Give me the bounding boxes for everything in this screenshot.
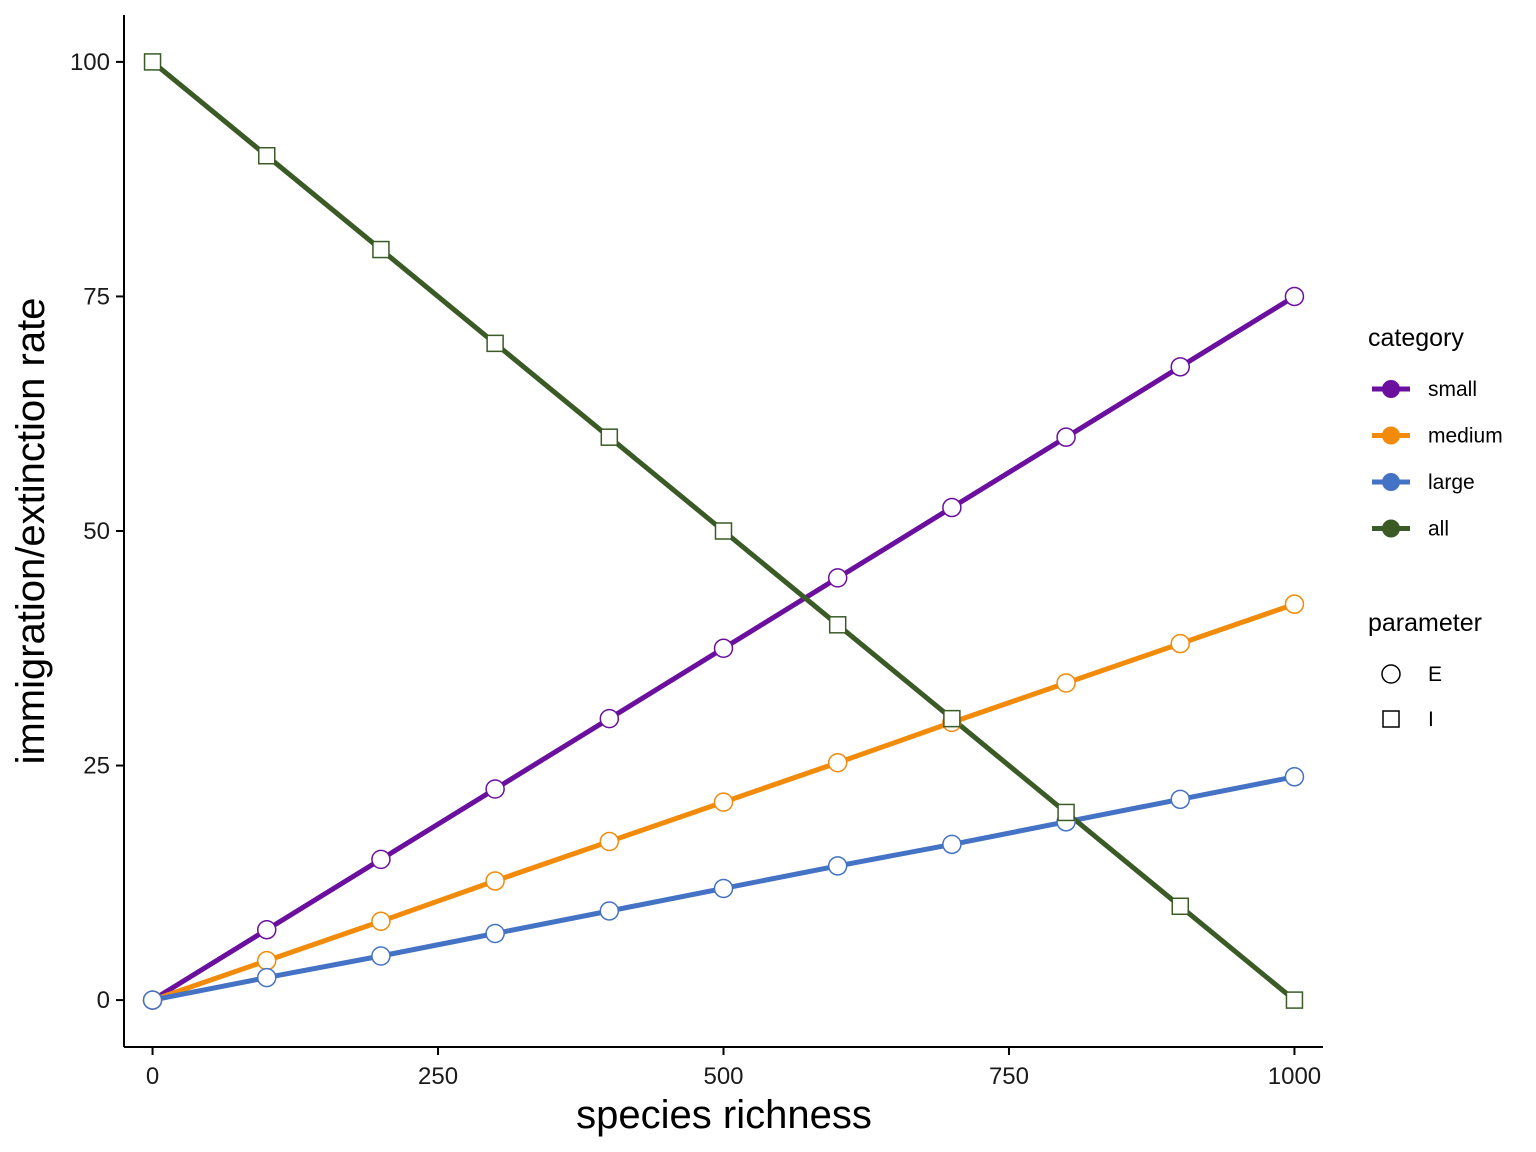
point-medium bbox=[371, 911, 391, 932]
point-large bbox=[142, 990, 163, 1010]
point-large bbox=[1170, 789, 1191, 810]
legend-item-all: all bbox=[1372, 518, 1449, 541]
point-all bbox=[828, 616, 847, 634]
point-medium bbox=[1170, 633, 1191, 654]
legend-label: small bbox=[1428, 378, 1477, 401]
legend-swatch-point bbox=[1382, 426, 1400, 445]
y-tick-label: 75 bbox=[83, 283, 110, 310]
legend-item-large: large bbox=[1372, 471, 1475, 494]
legend-item-medium: medium bbox=[1372, 425, 1503, 448]
point-large bbox=[256, 967, 277, 988]
point-medium bbox=[1284, 594, 1305, 614]
point-large bbox=[713, 878, 734, 899]
x-tick-label: 750 bbox=[989, 1063, 1029, 1090]
legend-swatch-point bbox=[1382, 473, 1400, 491]
legend-parameter-items: EI bbox=[1381, 663, 1442, 731]
point-all bbox=[1171, 897, 1190, 916]
point-large bbox=[599, 901, 620, 921]
legend: category small medium large all parameter E… bbox=[1368, 324, 1503, 731]
x-tick-label: 0 bbox=[146, 1063, 159, 1090]
series-points bbox=[142, 53, 1305, 1010]
legend-label: large bbox=[1428, 471, 1475, 494]
point-small bbox=[371, 849, 391, 870]
legend-label: E bbox=[1428, 663, 1442, 686]
point-large bbox=[942, 834, 962, 855]
x-tick-label: 1000 bbox=[1268, 1063, 1321, 1090]
point-all bbox=[143, 53, 162, 71]
point-all bbox=[257, 146, 276, 165]
legend-parameter-title: parameter bbox=[1368, 609, 1482, 637]
x-tick-label: 500 bbox=[703, 1063, 743, 1090]
legend-label: medium bbox=[1428, 425, 1503, 448]
point-all bbox=[372, 240, 390, 259]
point-small bbox=[256, 919, 277, 940]
point-all bbox=[1057, 803, 1075, 822]
legend-swatch-point bbox=[1382, 519, 1400, 538]
point-medium bbox=[1056, 673, 1076, 693]
legend-item-E: E bbox=[1381, 663, 1442, 686]
x-axis-title: species richness bbox=[576, 1093, 872, 1137]
point-small bbox=[942, 497, 962, 518]
point-medium bbox=[485, 871, 505, 891]
point-medium bbox=[599, 831, 620, 852]
point-small bbox=[485, 779, 505, 799]
point-all bbox=[600, 428, 619, 446]
legend-item-small: small bbox=[1372, 378, 1477, 401]
legend-square-symbol bbox=[1382, 710, 1400, 728]
point-large bbox=[1284, 767, 1305, 787]
legend-category-title: category bbox=[1368, 324, 1464, 352]
plot-area bbox=[142, 53, 1305, 1010]
point-small bbox=[599, 708, 620, 729]
point-small bbox=[713, 638, 734, 659]
y-tick-label: 100 bbox=[70, 49, 110, 76]
y-axis-title: immigration/extinction rate bbox=[9, 298, 53, 765]
legend-label: I bbox=[1428, 708, 1434, 731]
point-small bbox=[1056, 427, 1076, 447]
y-tick-label: 0 bbox=[97, 987, 110, 1014]
y-axis-ticks: 0 25 50 75 100 bbox=[70, 49, 124, 1014]
point-small bbox=[1284, 286, 1305, 307]
x-axis-ticks: 0 250 500 750 1000 bbox=[146, 1047, 1321, 1090]
legend-swatch-point bbox=[1382, 380, 1400, 398]
legend-label: all bbox=[1428, 518, 1449, 541]
point-all bbox=[486, 334, 504, 353]
point-small bbox=[827, 568, 848, 588]
point-all bbox=[943, 709, 961, 728]
point-all bbox=[714, 522, 733, 540]
y-tick-label: 25 bbox=[83, 753, 110, 780]
point-all bbox=[1285, 991, 1304, 1009]
point-large bbox=[827, 856, 848, 876]
x-tick-label: 250 bbox=[418, 1063, 458, 1090]
point-large bbox=[371, 946, 391, 966]
y-tick-label: 50 bbox=[83, 518, 110, 545]
legend-circle-symbol bbox=[1381, 664, 1401, 684]
point-medium bbox=[713, 792, 734, 812]
legend-category-items: small medium large all bbox=[1372, 378, 1503, 541]
point-medium bbox=[827, 752, 848, 773]
point-large bbox=[485, 923, 505, 944]
legend-item-I: I bbox=[1382, 708, 1434, 731]
point-small bbox=[1170, 357, 1191, 377]
point-medium bbox=[256, 950, 277, 971]
